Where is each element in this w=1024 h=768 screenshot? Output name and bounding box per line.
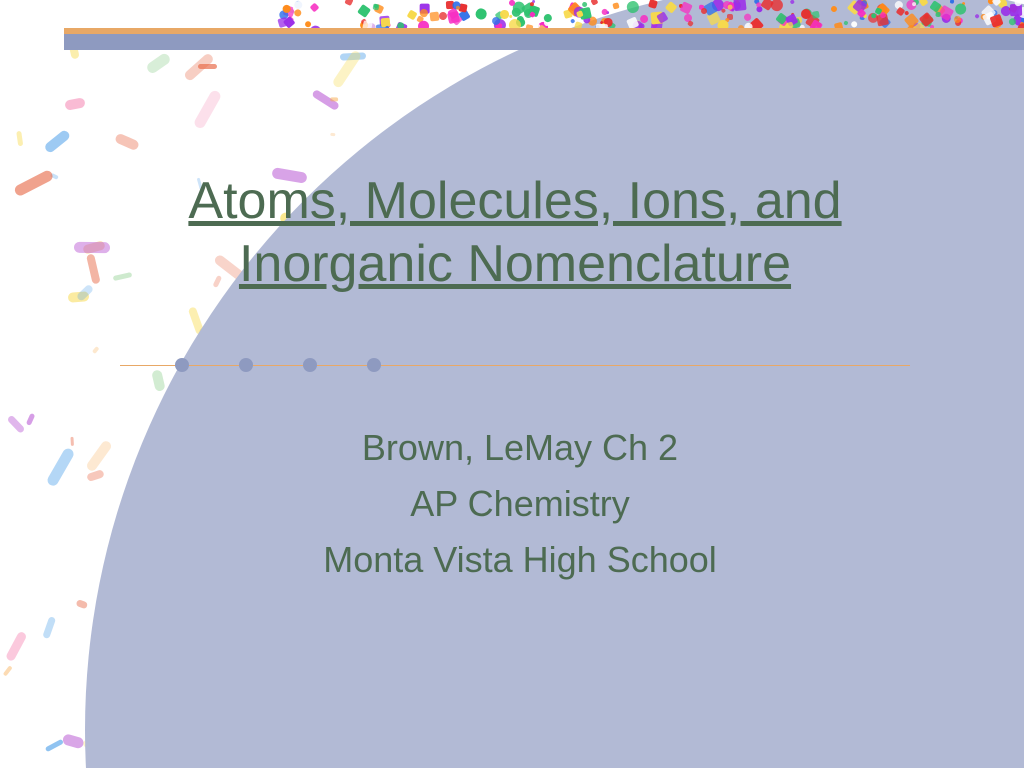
divider-dot [367,358,381,372]
title-line-2: Inorganic Nomenclature [239,235,791,293]
subtitle-line-1: Brown, LeMay Ch 2 [200,420,840,476]
slide-title: Atoms, Molecules, Ions, and Inorganic No… [100,170,930,297]
banner-blue-strip [64,34,1024,50]
title-line-1: Atoms, Molecules, Ions, and [188,172,841,230]
slide-subtitle: Brown, LeMay Ch 2 AP Chemistry Monta Vis… [200,420,840,587]
divider-dot [303,358,317,372]
top-banner [0,0,1024,50]
subtitle-line-2: AP Chemistry [200,476,840,532]
banner-colorful-strip [275,0,1024,28]
divider-dot [239,358,253,372]
divider [120,358,910,372]
divider-dot [175,358,189,372]
subtitle-line-3: Monta Vista High School [200,532,840,588]
